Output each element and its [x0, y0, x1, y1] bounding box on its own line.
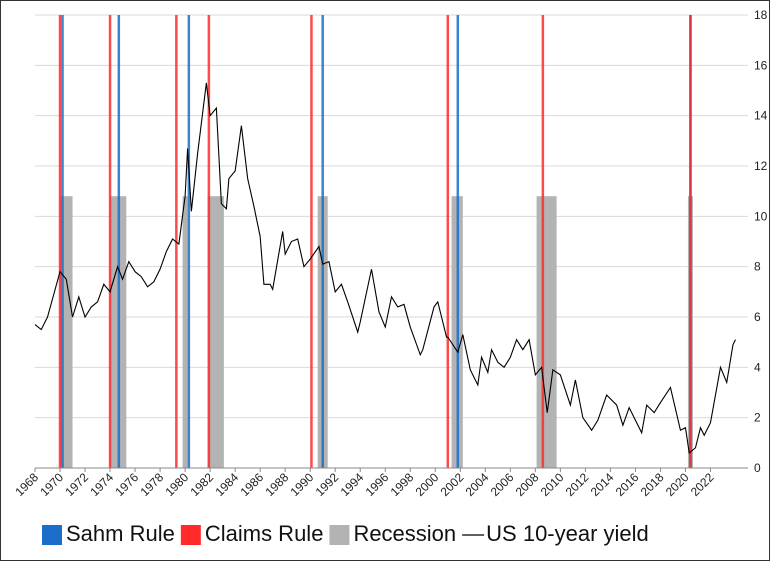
y-tick-label: 14 — [754, 109, 768, 123]
legend-label: US 10-year yield — [486, 521, 649, 546]
recession-bar — [207, 196, 224, 468]
y-tick-label: 8 — [754, 260, 761, 274]
y-tick-label: 0 — [754, 461, 761, 475]
yield-line — [34, 82, 736, 454]
y-tick-label: 16 — [754, 58, 768, 72]
y-tick-label: 2 — [754, 411, 761, 425]
recession-bar — [182, 196, 188, 468]
legend-swatch — [42, 525, 62, 545]
legend-swatch — [329, 525, 350, 545]
y-tick-label: 10 — [754, 209, 768, 223]
legend-label: Claims Rule — [205, 521, 324, 546]
legend-label: Recession — [353, 521, 456, 546]
y-tick-label: 6 — [754, 310, 761, 324]
legend-label: Sahm Rule — [66, 521, 175, 546]
legend-swatch — [180, 525, 201, 545]
recession-bar — [536, 196, 557, 468]
y-tick-label: 4 — [754, 360, 761, 374]
y-tick-label: 18 — [754, 8, 768, 22]
y-tick-label: 12 — [754, 159, 768, 173]
